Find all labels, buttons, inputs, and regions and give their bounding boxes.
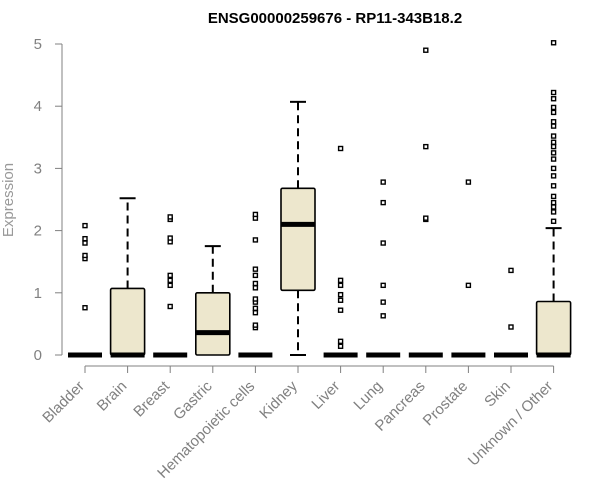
x-tick-label: Liver [308,378,343,413]
outlier-point [550,193,557,200]
outlier-point [423,47,429,53]
outlier-point [337,291,344,298]
outlier-point [508,324,514,330]
outlier-point [550,209,557,215]
outlier-point [252,322,259,328]
outlier-point [252,280,259,287]
outlier-point [423,143,429,150]
outlier-point [337,297,344,303]
box-group [195,245,231,356]
outlier-point [252,211,259,218]
y-axis-title: Expression [0,163,17,237]
outlier-point [252,285,259,291]
outlier-point [82,305,88,311]
outlier-point [550,96,557,102]
outlier-point [252,237,259,243]
outlier-point [337,277,344,284]
y-tick-label: 4 [34,98,42,115]
outlier-point [252,296,259,302]
outlier-point [252,266,259,272]
outlier-point [380,179,386,185]
box-body [109,287,146,356]
outlier-point [550,133,557,139]
box-group [109,197,146,358]
outlier-point [550,156,557,162]
outlier-point [550,109,557,116]
chart-title: ENSG00000259676 - RP11-343B18.2 [208,10,462,27]
outlier-point [550,199,557,206]
box-group [238,211,273,358]
outlier-point [380,199,386,206]
box-group [366,179,401,358]
boxes-layer [68,40,572,358]
x-tick-label: Kidney [256,377,301,422]
outlier-point [423,215,429,221]
outlier-point [252,305,259,312]
outlier-point [550,40,557,46]
outlier-point [252,310,259,316]
y-tick-label: 1 [34,285,42,302]
outlier-point [337,338,344,345]
outlier-point [550,183,557,189]
x-tick-label: Bladder [39,378,88,427]
outlier-point [167,277,173,284]
box-group [68,222,102,358]
outlier-point [550,104,557,111]
x-tick-label: Brain [94,378,131,415]
outlier-point [550,143,557,150]
x-tick-label: Skin [481,378,514,411]
outlier-point [167,282,173,289]
outlier-point [252,272,259,279]
outlier-point [380,299,386,305]
outlier-point [337,343,344,349]
outlier-point [337,145,344,152]
outlier-point [82,235,88,242]
box-body [195,291,231,356]
outlier-point [465,282,472,289]
box-group [408,47,443,358]
box-body [535,300,572,356]
outlier-point [82,252,88,259]
y-tick-label: 5 [34,36,42,53]
y-axis: 0 1 2 3 4 5 [34,36,63,364]
outlier-point [550,119,557,125]
outlier-point [465,179,472,185]
box-group [494,267,528,358]
outlier-point [550,218,557,224]
outlier-point [550,150,557,156]
outlier-point [337,307,344,313]
x-tick-label: Prostate [420,378,472,430]
outlier-point [82,240,88,246]
outlier-point [167,303,173,310]
y-tick-label: 0 [34,347,42,364]
outlier-point [508,267,514,274]
box-group [323,145,358,358]
outlier-point [167,272,173,279]
outlier-point [550,173,557,179]
outlier-point [380,240,386,246]
box-body [280,187,316,292]
outlier-point [167,214,173,220]
outlier-point [550,139,557,145]
outlier-point [550,165,557,172]
outlier-point [380,282,386,289]
box-group [280,100,316,356]
x-tick-label: Lung [350,378,386,414]
box-group [153,214,188,358]
outlier-point [380,313,386,319]
box-group [451,179,486,358]
outlier-point [550,89,557,96]
outlier-point [337,282,344,289]
outlier-point [82,222,88,229]
y-tick-label: 2 [34,223,42,240]
outlier-point [550,204,557,210]
box-group [535,40,572,358]
outlier-point [550,123,557,129]
outlier-point [167,235,173,241]
x-tick-label: Breast [130,377,173,420]
y-tick-label: 3 [34,160,42,177]
